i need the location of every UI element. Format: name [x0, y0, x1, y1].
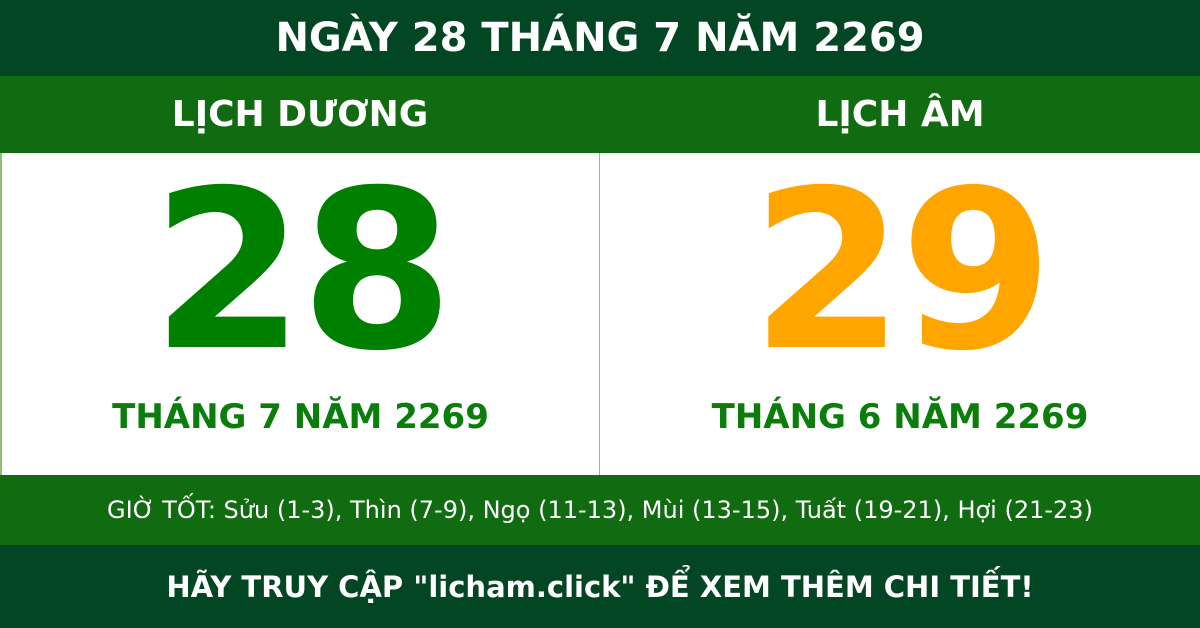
lunar-panel: 29 THÁNG 6 NĂM 2269 [600, 153, 1200, 475]
footer-link-text: HÃY TRUY CẬP "licham.click" ĐỂ XEM THÊM … [0, 545, 1200, 628]
calendar-body: 28 THÁNG 7 NĂM 2269 29 THÁNG 6 NĂM 2269 [0, 153, 1200, 475]
lunar-month-year: THÁNG 6 NĂM 2269 [711, 397, 1089, 437]
calendar-headers: LỊCH DƯƠNG LỊCH ÂM [0, 76, 1200, 153]
page-title: NGÀY 28 THÁNG 7 NĂM 2269 [0, 0, 1200, 76]
lunar-calendar-label: LỊCH ÂM [815, 94, 985, 135]
solar-calendar-label: LỊCH DƯƠNG [171, 94, 429, 135]
solar-day: 28 [151, 143, 453, 399]
lunar-day: 29 [750, 143, 1053, 399]
solar-panel: 28 THÁNG 7 NĂM 2269 [0, 153, 600, 475]
solar-month-year: THÁNG 7 NĂM 2269 [112, 397, 489, 437]
good-hours: GIỜ TỐT: Sửu (1-3), Thìn (7-9), Ngọ (11-… [0, 475, 1200, 545]
